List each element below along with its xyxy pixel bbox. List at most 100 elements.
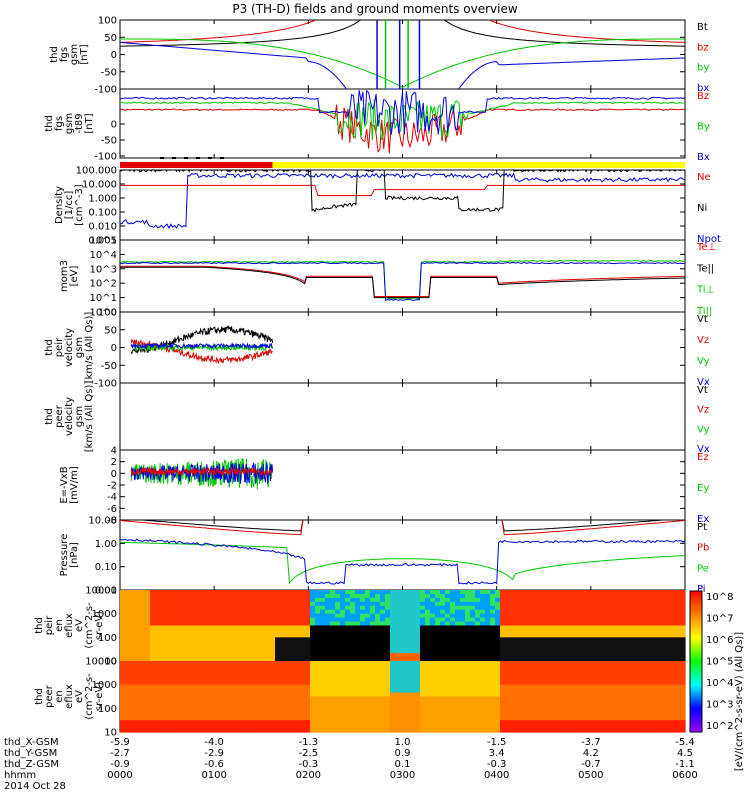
spec-cell [435,593,441,599]
spec-cell [575,688,581,694]
ylabel-efield: E=-VxB [mV/m] [59,466,80,504]
spec-cell [290,692,296,698]
spec-cell [180,653,186,658]
spec-cell [655,657,661,662]
spec-cell [465,664,471,670]
ylabel-line: [cm^-3] [74,184,85,225]
spec-cell [235,688,241,694]
spec-cell [635,645,641,650]
legend-temperature-Ti||: Ti|| [696,306,712,317]
spec-cell [395,724,401,729]
spec-cell [290,597,296,603]
spec-cell [300,633,306,638]
spec-cell [420,708,426,713]
spec-cell [220,728,226,733]
spec-cell [575,680,581,686]
spec-cell [365,728,371,733]
spec-cell [370,590,376,595]
ephem-value: 0100 [201,770,226,781]
spec-cell [360,633,366,638]
spec-cell [425,661,431,666]
spec-cell [285,637,291,642]
series-Ne [120,184,685,196]
spec-cell [550,657,556,662]
spec-cell [465,672,471,678]
spec-cell [300,696,306,702]
spec-cell [295,680,301,686]
spec-cell [290,708,296,713]
spec-cell [570,661,576,666]
spec-cell [440,633,446,638]
spec-cell [395,613,401,619]
spec-cell [605,708,611,713]
spec-cell [580,700,586,705]
spec-cell [340,704,346,709]
spec-cell [155,724,161,729]
spec-cell [640,716,646,721]
spec-cell [510,625,516,631]
spec-cell [300,613,306,619]
spec-cell [400,649,406,654]
spec-cell [390,629,396,634]
spec-cell [180,590,186,595]
spec-cell [215,597,221,603]
spec-cell [245,680,251,686]
spec-cell [340,680,346,686]
spec-cell [415,590,421,595]
spec-cell [425,621,431,627]
spec-cell [480,692,486,698]
spec-cell [675,704,681,709]
spec-cell [190,672,196,678]
spec-cell [645,629,651,634]
spec-cell [310,664,316,670]
spec-cell [525,641,531,646]
spec-cell [330,590,336,595]
spec-cell [285,645,291,650]
spec-cell [425,684,431,690]
spec-cell [270,700,276,705]
spec-cell [525,728,531,733]
spec-cell [200,637,206,642]
spec-cell [455,688,461,694]
spec-cell [620,649,626,654]
ephem-value: 0.9 [395,748,411,759]
spec-cell [625,684,631,690]
spec-cell [330,692,336,698]
spec-cell [245,672,251,678]
spec-cell [140,664,146,670]
spec-cell [305,605,311,611]
spec-cell [360,641,366,646]
status-mark [196,157,200,159]
spec-cell [300,668,306,674]
spec-cell [225,700,231,705]
spec-cell [440,590,446,595]
spec-cell [230,597,236,603]
spec-cell [620,609,626,615]
spec-cell [275,720,281,725]
spec-cell [180,637,186,642]
spec-cell [340,590,346,595]
spec-cell [545,605,551,611]
spec-cell [605,676,611,682]
spec-cell [265,613,271,619]
spec-cell [535,633,541,638]
spec-cell [305,625,311,631]
spec-cell [400,688,406,694]
spec-cell [120,716,126,721]
spec-cell [415,680,421,686]
spec-cell [670,688,676,694]
spec-cell [285,653,291,658]
spec-cell [185,712,191,717]
spec-cell [420,688,426,694]
spec-cell [500,700,506,705]
spec-cell [205,680,211,686]
spec-cell [360,597,366,603]
spec-cell [630,688,636,694]
spec-cell [350,712,356,717]
spec-cell [460,637,466,642]
ytick-label: 10^1 [90,293,117,304]
spec-cell [460,621,466,627]
spec-cell [570,653,576,658]
spec-cell [590,621,596,627]
legend-peir-velocity-Vy: Vy [697,356,710,367]
